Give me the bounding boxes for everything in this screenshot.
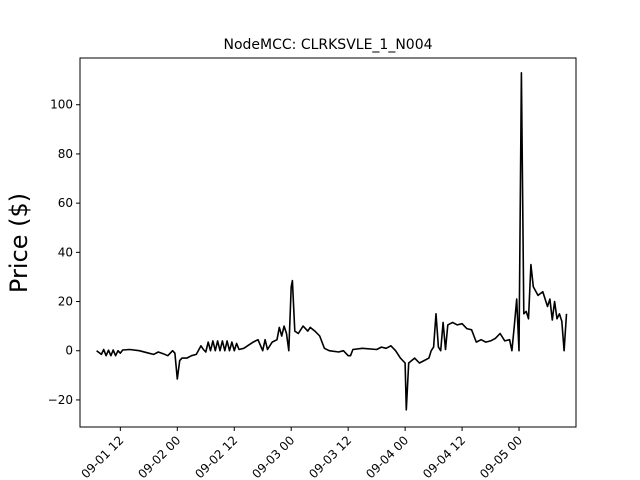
x-axis-ticks: 09-01 12 09-02 00 09-02 12 09-03 00 09-03 12… [78, 427, 525, 480]
chart-title: NodeMCC: CLRKSVLE_1_N004 [223, 37, 432, 53]
y-tick-label: 80 [58, 147, 73, 161]
x-tick-label: 09-05 00 [477, 433, 525, 480]
x-tick-label: 09-04 12 [420, 433, 468, 480]
x-tick-label: 09-02 00 [135, 433, 183, 480]
price-series-line [96, 72, 568, 411]
plot-area: −20 0 20 40 60 80 100 09-01 12 09-02 00 09-02 12… [48, 57, 577, 480]
y-tick-label: 0 [65, 344, 73, 358]
x-tick-label: 09-03 00 [249, 433, 297, 480]
y-axis-label: Price ($) [5, 193, 33, 293]
y-axis-ticks: −20 0 20 40 60 80 100 [48, 98, 80, 407]
y-tick-label: 40 [58, 245, 73, 259]
axes-frame [79, 57, 577, 428]
y-tick-label: −20 [48, 393, 73, 407]
x-tick-label: 09-03 12 [306, 433, 354, 480]
x-tick-label: 09-04 00 [363, 433, 411, 480]
y-tick-label: 60 [58, 196, 73, 210]
x-tick-label: 09-02 12 [192, 433, 240, 480]
x-tick-label: 09-01 12 [78, 433, 126, 480]
y-tick-label: 100 [50, 98, 73, 112]
y-tick-label: 20 [58, 295, 73, 309]
